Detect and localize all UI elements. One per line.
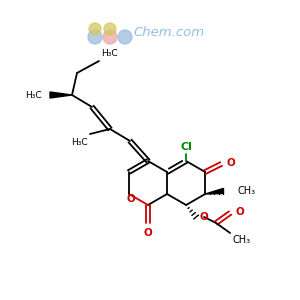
Text: Cl: Cl (180, 142, 192, 152)
Text: O: O (199, 212, 208, 222)
Polygon shape (50, 92, 72, 98)
Text: O: O (127, 194, 136, 205)
Circle shape (104, 23, 116, 35)
Text: Chem.com: Chem.com (133, 26, 204, 40)
Text: O: O (235, 207, 244, 217)
Circle shape (103, 30, 117, 44)
Text: H₃C: H₃C (71, 138, 88, 147)
Polygon shape (205, 188, 223, 194)
Circle shape (89, 23, 101, 35)
Circle shape (118, 30, 132, 44)
Text: CH₃: CH₃ (237, 186, 255, 196)
Circle shape (88, 30, 102, 44)
Text: O: O (226, 158, 235, 168)
Text: CH₃: CH₃ (232, 235, 250, 245)
Text: H₃C: H₃C (26, 91, 42, 100)
Text: H₃C: H₃C (101, 49, 118, 58)
Text: O: O (144, 228, 152, 238)
